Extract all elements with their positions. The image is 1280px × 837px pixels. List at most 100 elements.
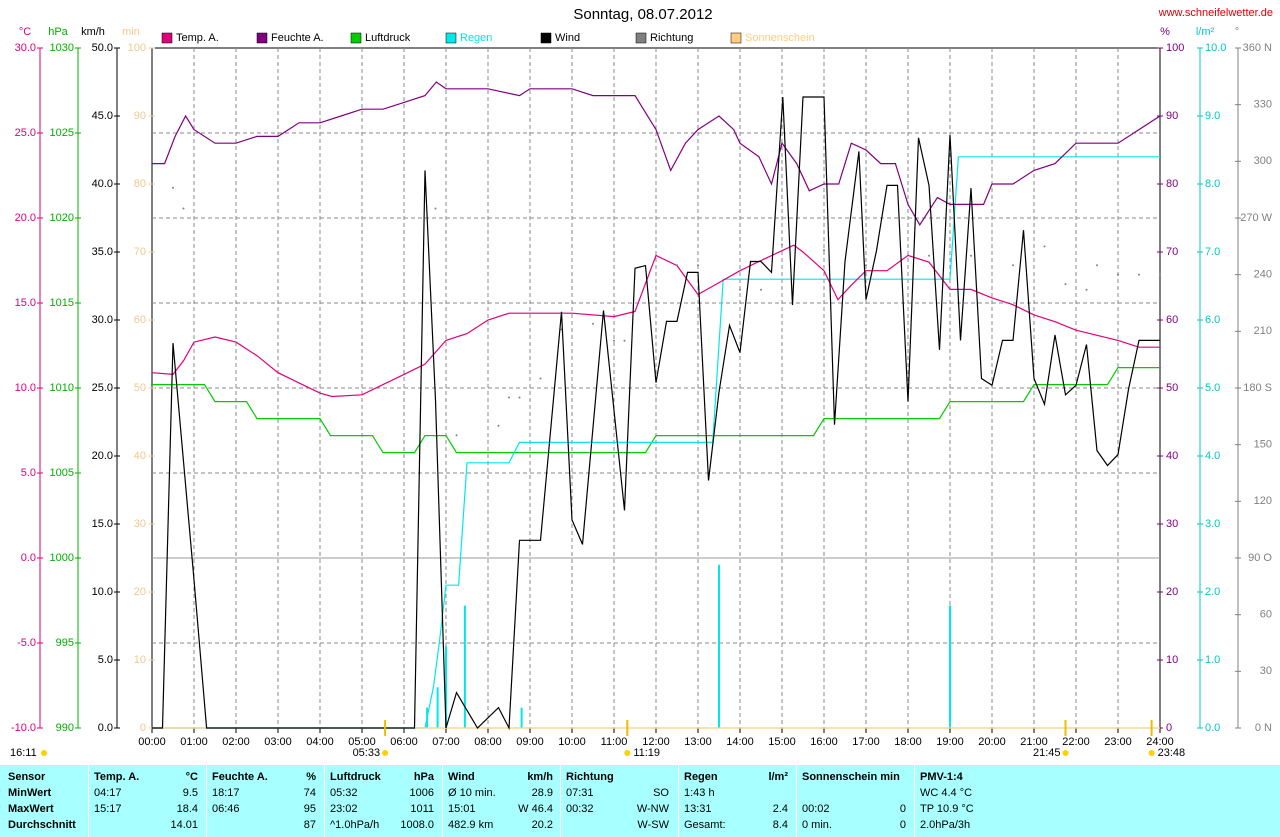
table-header: Luftdruck: [330, 771, 381, 783]
table-cell: Ø 10 min.: [448, 787, 496, 799]
y-tick-label: 300: [1254, 155, 1272, 167]
rain-bar: [520, 707, 523, 728]
table-cell: 05:32: [330, 787, 358, 799]
y-tick-label: 60: [1260, 609, 1272, 621]
direction-dot: [182, 207, 185, 210]
legend-label: Wind: [555, 32, 580, 44]
rain-bar: [949, 605, 951, 728]
direction-dot: [760, 288, 762, 291]
direction-dot: [508, 396, 510, 399]
rain-bar: [436, 687, 439, 728]
direction-dot: [1117, 273, 1119, 276]
column-separator: [88, 765, 89, 837]
x-tick-label: 23:00: [1104, 736, 1132, 748]
y-tick-label: 270 W: [1240, 212, 1272, 224]
y-tick-label: 330: [1254, 99, 1272, 111]
legend-label: Sonnenschein: [745, 32, 815, 44]
table-cell: 20.2: [531, 819, 553, 831]
legend-swatch: [161, 32, 173, 44]
summary-table: Sensor Temp. A. °C Feuchte A.% Luftdruck hPa W…: [0, 765, 1280, 837]
legend-label: Luftdruck: [365, 32, 411, 44]
y-tick-label: -10.0: [11, 722, 36, 734]
table-cell: 0: [899, 819, 906, 831]
table-cell: WC 4.4 °C: [920, 787, 973, 799]
table-header: %: [306, 771, 316, 783]
x-tick-label: 13:00: [684, 736, 712, 748]
y-tick-label: 0.0: [1205, 722, 1220, 734]
direction-dot: [865, 264, 867, 267]
x-tick-label: 05:00: [348, 736, 376, 748]
table-cell: 1011: [410, 803, 434, 815]
direction-dot: [1043, 245, 1046, 248]
y-tick-label: 8.0: [1205, 178, 1220, 190]
axis-unit: min: [122, 26, 140, 38]
table-header: hPa: [413, 771, 434, 783]
direction-dot: [497, 424, 500, 427]
y-tick-label: 1.0: [1205, 654, 1220, 666]
table-cell: 9.5: [182, 787, 198, 799]
x-tick-label: 03:00: [264, 736, 292, 748]
y-tick-label: 10: [1166, 654, 1178, 666]
y-tick-label: 120: [1254, 495, 1272, 507]
y-tick-label: 150: [1254, 439, 1272, 451]
table-cell: 8.4: [772, 819, 788, 831]
table-cell: 95: [303, 803, 316, 815]
table-cell: 15:17: [94, 803, 122, 815]
direction-dot: [1138, 273, 1140, 276]
x-tick-label: 09:00: [516, 736, 544, 748]
chart: Sonntag, 08.07.2012 www.schneifelwetter.…: [10, 6, 1273, 759]
table-cell: 1:43 h: [684, 787, 715, 799]
x-tick-label: 01:00: [180, 736, 208, 748]
y-tick-label: 15.0: [92, 518, 113, 530]
y-tick-label: 10.0: [1205, 42, 1226, 54]
rain-bar: [718, 564, 720, 728]
source-link[interactable]: www.schneifelwetter.de: [1158, 7, 1273, 19]
legend-label: Richtung: [650, 32, 693, 44]
y-tick-label: 80: [134, 178, 146, 190]
direction-dot: [697, 264, 699, 267]
x-tick-label: 24:00: [1146, 736, 1174, 748]
column-separator: [914, 765, 915, 837]
series-line: [152, 367, 1160, 454]
direction-dot: [539, 377, 542, 380]
direction-dot: [781, 243, 783, 246]
column-separator: [442, 765, 443, 837]
table-cell: 2.4: [772, 803, 788, 815]
direction-dot: [823, 249, 825, 252]
column-separator: [678, 765, 679, 837]
table-cell: W-NW: [636, 803, 669, 815]
y-tick-label: 100: [128, 42, 146, 54]
y-tick-label: 100: [1166, 42, 1184, 54]
chart-title: Sonntag, 08.07.2012: [573, 6, 712, 23]
y-tick-label: 10: [134, 654, 146, 666]
y-tick-label: 1010: [50, 382, 74, 394]
table-header: Sonnenschein min: [802, 771, 900, 783]
y-tick-label: 990: [56, 722, 74, 734]
table-header: km/h: [527, 771, 553, 783]
y-tick-label: 5.0: [21, 467, 36, 479]
x-tick-label: 19:00: [936, 736, 964, 748]
table-cell: MaxWert: [8, 803, 54, 815]
series-line: [152, 96, 1160, 731]
table-header: PMV-1:4: [920, 771, 963, 783]
y-tick-label: 7.0: [1205, 246, 1220, 258]
x-tick-label: 15:00: [768, 736, 796, 748]
y-tick-label: 15.0: [15, 297, 36, 309]
direction-dot: [1064, 283, 1067, 286]
y-tick-label: 50: [134, 382, 146, 394]
axis-unit: km/h: [81, 26, 105, 38]
x-tick-label: 06:00: [390, 736, 418, 748]
sun-icon: [382, 750, 389, 756]
y-tick-label: 1015: [50, 297, 74, 309]
y-tick-label: 10.0: [15, 382, 36, 394]
y-tick-label: 40: [1166, 450, 1178, 462]
rain-bar: [445, 646, 447, 728]
table-cell: ^1.0hPa/h: [330, 819, 380, 831]
x-tick-label: 12:00: [642, 736, 670, 748]
table-cell: 06:46: [212, 803, 240, 815]
column-separator: [206, 765, 207, 837]
time-label: 23:48: [1158, 747, 1186, 759]
sun-icon: [1148, 750, 1155, 756]
y-tick-label: 0 N: [1255, 722, 1272, 734]
legend-swatch: [445, 32, 457, 44]
